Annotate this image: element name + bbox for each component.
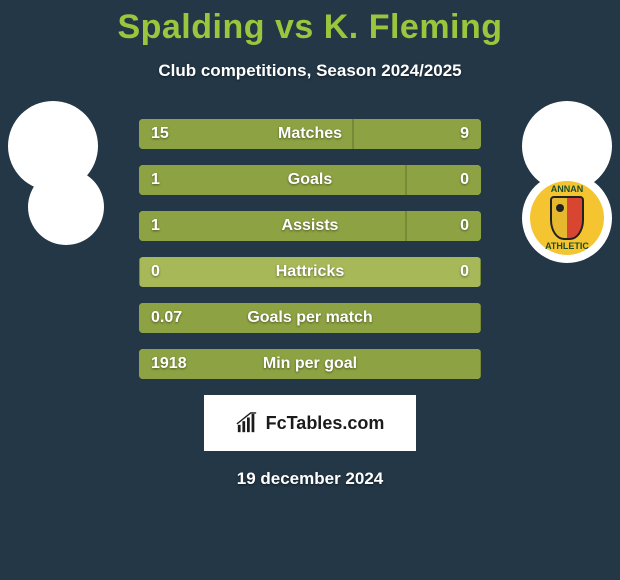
bar-row: 10Assists: [139, 211, 481, 241]
branding-chart-icon: [236, 412, 258, 434]
bar-row: 10Goals: [139, 165, 481, 195]
crest-ring-bottom: ATHLETIC: [545, 241, 589, 251]
bar-row: 00Hattricks: [139, 257, 481, 287]
crest-shield: [550, 196, 584, 240]
bar-row: 159Matches: [139, 119, 481, 149]
bar-metric-label: Min per goal: [139, 349, 481, 379]
comparison-bars: 159Matches 10Goals 10Assists 00Hattricks 0.0…: [139, 119, 481, 379]
player-left-club-avatar: [28, 169, 104, 245]
title-right: K. Fleming: [324, 8, 503, 46]
bar-metric-label: Hattricks: [139, 257, 481, 287]
branding-badge: FcTables.com: [204, 395, 416, 451]
bar-metric-label: Assists: [139, 211, 481, 241]
crest-ring-top: ANNAN: [551, 184, 584, 194]
annan-athletic-crest: ANNAN ATHLETIC: [530, 181, 604, 255]
bar-metric-label: Matches: [139, 119, 481, 149]
subtitle: Club competitions, Season 2024/2025: [0, 61, 620, 81]
title-vs: vs: [275, 8, 314, 46]
bar-metric-label: Goals per match: [139, 303, 481, 333]
bar-row: 0.07Goals per match: [139, 303, 481, 333]
page-title: Spalding vs K. Fleming: [0, 0, 620, 47]
comparison-chart: ANNAN ATHLETIC 159Matches 10Goals 10Assist…: [0, 119, 620, 379]
footer-date: 19 december 2024: [0, 469, 620, 489]
bar-metric-label: Goals: [139, 165, 481, 195]
player-right-club-crest: ANNAN ATHLETIC: [522, 173, 612, 263]
title-left: Spalding: [117, 8, 265, 46]
branding-label: FcTables.com: [266, 413, 385, 434]
bar-row: 1918Min per goal: [139, 349, 481, 379]
